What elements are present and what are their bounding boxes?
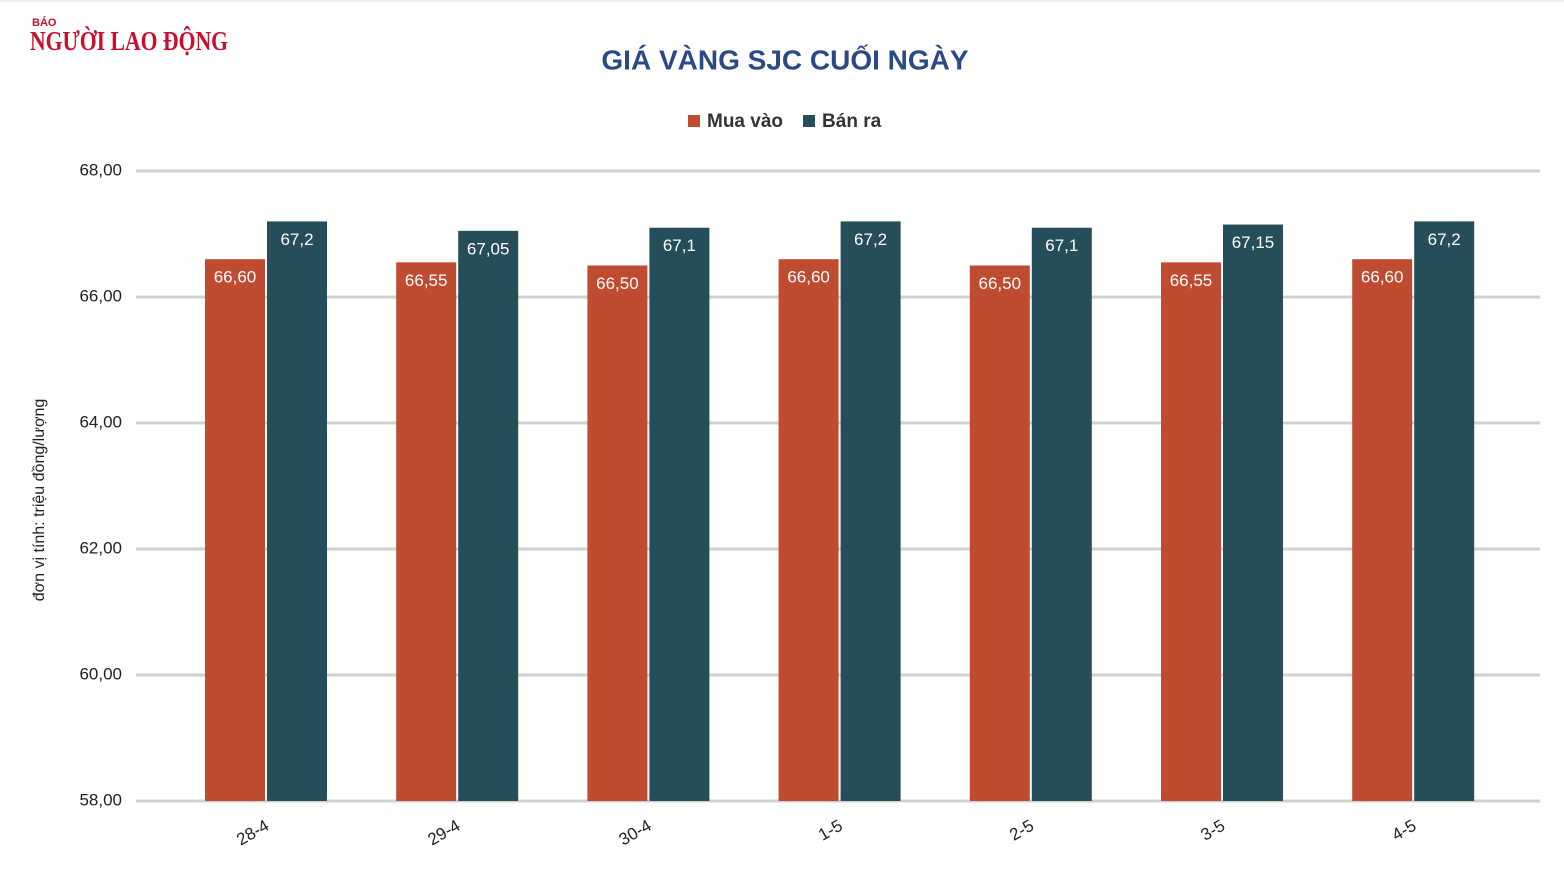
y-tick-label: 68,00	[79, 160, 122, 179]
bar	[1161, 262, 1221, 802]
y-tick-label: 64,00	[79, 412, 122, 431]
value-label: 66,60	[787, 268, 830, 287]
value-label: 66,50	[596, 274, 639, 293]
bar	[587, 265, 648, 801]
y-tick-label: 62,00	[79, 538, 122, 557]
value-label: 67,1	[663, 236, 696, 255]
bar	[840, 221, 901, 801]
bar	[1414, 221, 1475, 801]
bar	[969, 265, 1030, 801]
value-label: 67,15	[1232, 233, 1275, 252]
bar	[205, 259, 265, 801]
value-label: 66,50	[979, 274, 1022, 293]
y-axis-label: đơn vị tính: triệu đồng/lượng	[31, 399, 48, 601]
value-label: 67,1	[1045, 236, 1078, 255]
bar	[458, 230, 519, 802]
brand-small: BÁO	[32, 16, 57, 29]
y-tick-label: 58,00	[79, 790, 122, 809]
value-label: 66,55	[405, 271, 448, 290]
value-label: 67,2	[1428, 230, 1461, 249]
bar	[1223, 224, 1283, 802]
bar	[396, 262, 457, 802]
bar	[649, 227, 710, 801]
legend-label: Bán ra	[822, 111, 882, 132]
legend-swatch	[803, 115, 816, 127]
y-tick-label: 66,00	[79, 286, 122, 305]
value-label: 66,55	[1170, 271, 1213, 290]
bar	[1031, 227, 1092, 801]
legend-label: Mua vào	[707, 111, 783, 132]
value-label: 66,60	[214, 268, 257, 287]
value-label: 66,60	[1361, 268, 1404, 287]
legend-swatch	[688, 115, 700, 127]
bar	[1352, 259, 1413, 801]
value-label: 67,2	[854, 230, 887, 249]
value-label: 67,05	[467, 239, 510, 258]
value-label: 67,2	[280, 230, 313, 249]
brand-name: NGƯỜI LAO ĐỘNG	[30, 26, 228, 56]
y-tick-label: 60,00	[79, 664, 122, 683]
chart-title: GIÁ VÀNG SJC CUỐI NGÀY	[601, 43, 968, 75]
bar	[267, 221, 327, 801]
bar	[778, 259, 839, 801]
